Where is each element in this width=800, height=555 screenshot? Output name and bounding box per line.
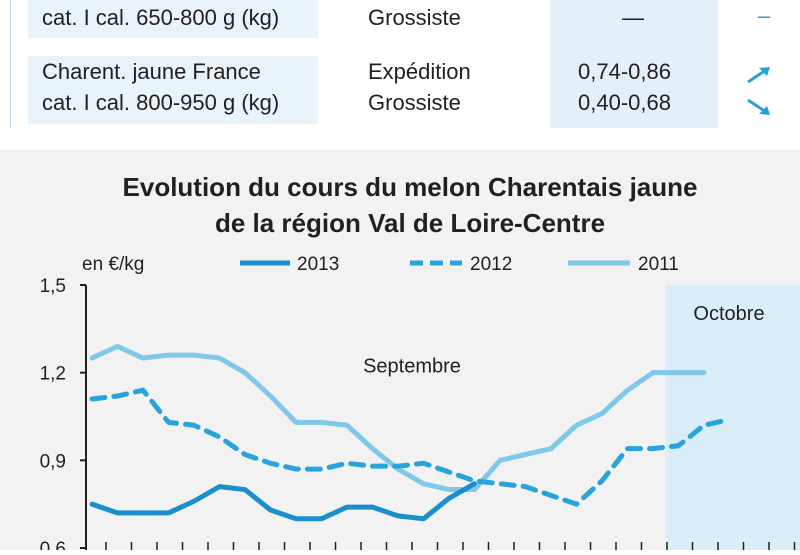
price-value: 0,74-0,86 xyxy=(578,57,671,87)
series-line-2013 xyxy=(92,484,475,519)
y-tick-label: 1,2 xyxy=(40,364,66,385)
trend-down-arrow-icon xyxy=(744,96,774,118)
product-label: cat. I cal. 800-950 g (kg) xyxy=(42,88,279,118)
melon-price-chart: Evolution du cours du melon Charentais j… xyxy=(0,150,800,550)
legend-label-2012: 2012 xyxy=(470,254,512,275)
stage-label: Grossiste xyxy=(368,88,461,118)
chart-title-line1: Evolution du cours du melon Charentais j… xyxy=(123,172,698,202)
month-label-septembre: Septembre xyxy=(363,356,461,378)
product-label: cat. I cal. 650-800 g (kg) xyxy=(42,3,279,33)
price-value: 0,40-0,68 xyxy=(578,88,671,118)
price-table: cat. I cal. 650-800 g (kg) Grossiste — –… xyxy=(0,0,800,128)
stage-label: Grossiste xyxy=(368,3,461,33)
product-label: Charent. jaune France xyxy=(42,57,261,87)
y-tick-label: 0,9 xyxy=(40,451,66,472)
price-value: — xyxy=(622,3,644,33)
trend-up-arrow-icon xyxy=(744,64,774,86)
stage-label: Expédition xyxy=(368,57,471,87)
table-left-border xyxy=(10,0,11,128)
chart-panel: Evolution du cours du melon Charentais j… xyxy=(0,150,800,550)
legend-label-2013: 2013 xyxy=(297,254,339,275)
y-axis-unit-label: en €/kg xyxy=(82,254,144,275)
series-line-2012 xyxy=(92,390,730,504)
y-tick-label: 1,5 xyxy=(40,276,66,297)
trend-stable-icon: – xyxy=(758,3,770,29)
y-tick-label: 0,6 xyxy=(40,539,66,550)
month-label-octobre: Octobre xyxy=(693,303,764,325)
chart-title-line2: de la région Val de Loire-Centre xyxy=(215,208,605,238)
legend-label-2011: 2011 xyxy=(638,254,679,275)
